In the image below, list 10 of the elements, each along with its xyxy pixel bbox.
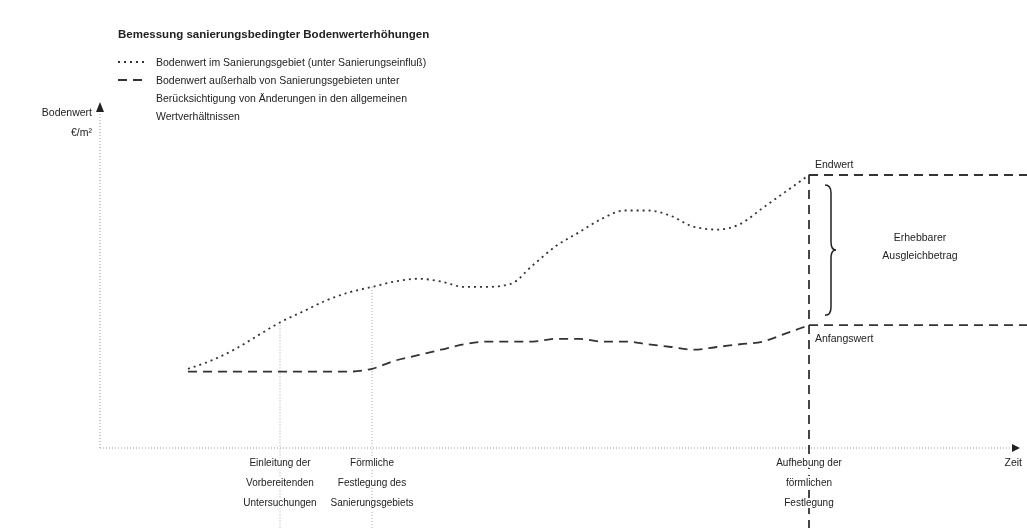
text: Zeit xyxy=(1004,456,1023,468)
legend-label: Bodenwert im Sanierungsgebiet (unter Sanierungseinfluß) xyxy=(156,56,427,68)
ref-line-label: Endwert xyxy=(815,158,854,170)
ref-line-label: Anfangswert xyxy=(815,332,874,345)
x-tick-label: Einleitung der Vorbereitenden Untersuchungen xyxy=(243,457,317,508)
x-tick-label: Förmliche Festlegung des Sanierungsgebiets xyxy=(330,457,414,508)
legend-label: Bodenwert außerhalb von Sanierungsgebieten unter Berücksichtigung von Änderungen in den allgemeinen Wertverhältnissen xyxy=(156,74,408,122)
text: Bodenwert €/m² xyxy=(41,106,93,138)
chart-title: Bemessung sanierungsbedingter Bodenwerterhöhungen xyxy=(118,28,430,40)
text: Erhebbarer Ausgleichbetrag xyxy=(882,231,958,262)
